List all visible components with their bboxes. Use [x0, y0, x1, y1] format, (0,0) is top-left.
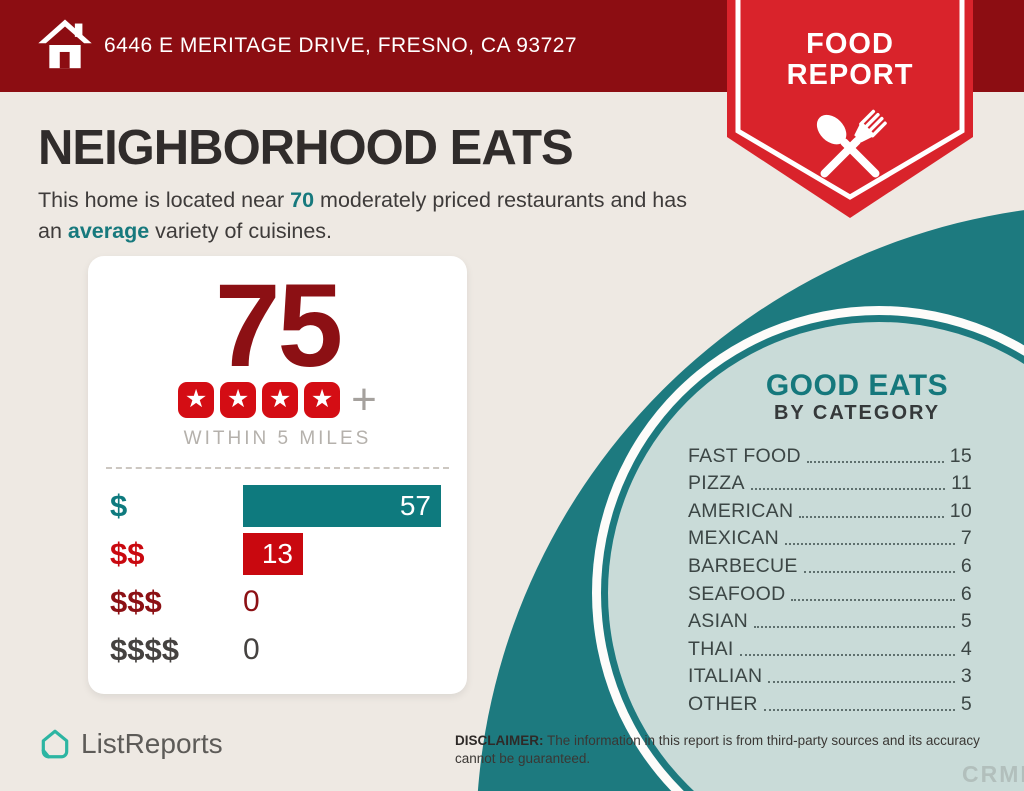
badge-title-line1: FOOD — [806, 28, 894, 60]
category-value: 4 — [960, 637, 972, 660]
food-report-badge: FOOD REPORT — [727, 0, 973, 218]
category-row: THAI 4 — [688, 633, 972, 661]
category-value: 15 — [949, 444, 972, 467]
category-label: BARBECUE — [688, 554, 798, 577]
price-tier-label: $$$ — [110, 584, 162, 619]
plus-sign: + — [351, 375, 377, 424]
radius-label: WITHIN 5 MILES — [183, 428, 372, 449]
price-zero-value: 0 — [243, 633, 260, 666]
star-icon: ★ — [220, 382, 257, 418]
dashed-divider — [106, 467, 449, 469]
category-value: 5 — [960, 610, 972, 633]
disclaimer: DISCLAIMER: The information in this repo… — [455, 732, 983, 768]
home-icon — [38, 19, 92, 69]
category-label: THAI — [688, 637, 734, 660]
price-bar: 13 — [243, 533, 303, 575]
category-row: ITALIAN 3 — [688, 661, 972, 689]
score-card: 75 ★ ★ ★ ★ + WITHIN 5 MILES $57 $$ 13 $$$ 0 $$$$ 0 — [88, 256, 467, 694]
restaurant-count: 70 — [290, 188, 315, 212]
price-bar-value: 57 — [399, 490, 431, 521]
category-value: 3 — [960, 665, 972, 688]
category-row: FAST FOOD 15 — [688, 440, 972, 468]
brand-name: ListReports — [81, 728, 223, 759]
category-row: PIZZA 11 — [688, 468, 972, 496]
price-tier-label: $ — [110, 488, 128, 523]
price-row: $57 — [110, 482, 447, 530]
category-label: AMERICAN — [688, 499, 794, 522]
utensils-crossed-icon — [816, 109, 887, 178]
category-row: BARBECUE 6 — [688, 550, 972, 578]
dot-leader — [791, 598, 955, 601]
category-value: 10 — [949, 499, 972, 522]
dot-leader — [768, 681, 955, 684]
price-tier-label: $$$$ — [110, 632, 179, 667]
intro-part1: This home is located near — [38, 188, 291, 212]
price-zero-value: 0 — [243, 585, 260, 618]
dot-leader — [784, 543, 955, 546]
star-icon: ★ — [262, 382, 299, 418]
price-row: $$$ 0 — [110, 578, 447, 626]
dot-leader — [806, 460, 944, 463]
dot-leader — [750, 488, 946, 491]
disclaimer-label: DISCLAIMER: — [455, 733, 544, 748]
price-tier-label: $$ — [110, 536, 145, 571]
price-row: $$$$ 0 — [110, 626, 447, 674]
intro-part3: variety of cuisines. — [149, 219, 333, 243]
badge-ribbon-shape — [727, 0, 973, 218]
star-icon: ★ — [304, 382, 341, 418]
category-row: OTHER 5 — [688, 688, 972, 716]
dot-leader — [799, 515, 944, 518]
dot-leader — [763, 708, 955, 711]
crmls-watermark: CRMLS — [962, 761, 1024, 787]
intro-text: This home is located near 70 moderately … — [38, 185, 710, 247]
intro-part2: moderately priced restaurants and has an — [38, 188, 687, 243]
category-value: 6 — [960, 582, 972, 605]
goodeats-subtitle: BY CATEGORY — [773, 402, 941, 424]
price-bar: 57 — [243, 485, 441, 527]
star-rating: ★ ★ ★ ★ + — [88, 375, 467, 424]
category-label: MEXICAN — [688, 527, 779, 550]
dot-leader — [803, 570, 955, 573]
category-value: 11 — [951, 472, 972, 495]
price-row: $$ 13 — [110, 530, 447, 578]
property-address: 6446 E MERITAGE DRIVE, FRESNO, CA 93727 — [104, 34, 578, 57]
category-row: SEAFOOD 6 — [688, 578, 972, 606]
dot-leader — [739, 653, 955, 656]
price-bar-value: 13 — [261, 538, 293, 569]
price-tier-chart: $57 $$ 13 $$$ 0 $$$$ 0 — [110, 482, 447, 674]
category-list: FAST FOOD 15 PIZZA 11 AMERICAN 10 MEXICAN 7 BARB… — [688, 440, 972, 716]
badge-title-line2: REPORT — [786, 59, 914, 91]
category-value: 5 — [960, 692, 972, 715]
category-label: ITALIAN — [688, 665, 763, 688]
disclaimer-text: The information in this report is from t… — [455, 733, 980, 766]
category-label: SEAFOOD — [688, 582, 786, 605]
category-row: ASIAN 5 — [688, 606, 972, 634]
variety-rating: average — [67, 219, 150, 243]
listreports-logo: ListReports — [38, 727, 223, 761]
category-label: PIZZA — [688, 472, 745, 495]
goodeats-title: GOOD EATS — [765, 369, 949, 402]
page-title: NEIGHBORHOOD EATS — [38, 121, 574, 175]
category-label: ASIAN — [688, 610, 749, 633]
category-label: FAST FOOD — [688, 444, 801, 467]
dot-leader — [754, 626, 955, 629]
category-value: 6 — [960, 554, 972, 577]
category-value: 7 — [960, 527, 972, 550]
category-row: MEXICAN 7 — [688, 523, 972, 551]
category-label: OTHER — [688, 692, 758, 715]
category-row: AMERICAN 10 — [688, 495, 972, 523]
listreports-house-icon — [41, 729, 69, 759]
food-score: 75 — [214, 260, 343, 392]
star-icon: ★ — [178, 382, 215, 418]
